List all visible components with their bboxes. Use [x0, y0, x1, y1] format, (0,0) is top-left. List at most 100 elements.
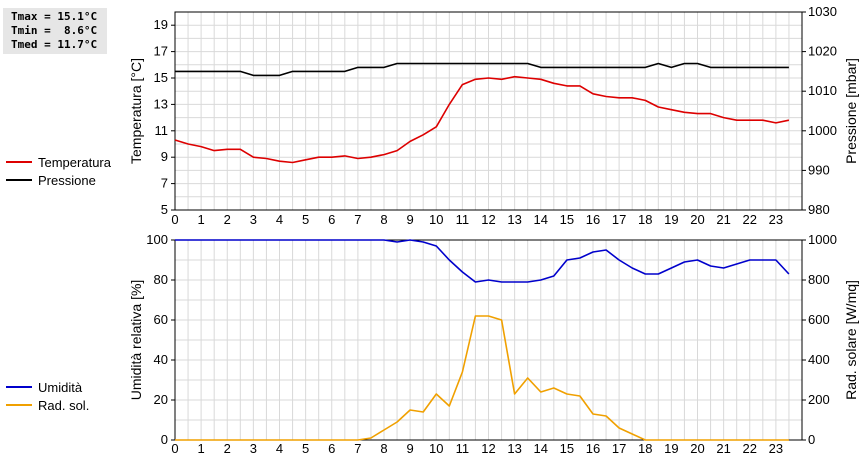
- y-left-tick-label: 60: [154, 312, 168, 327]
- x-tick-label: 16: [586, 441, 600, 456]
- y-right-tick-label: 0: [808, 432, 815, 447]
- y-left-tick-label: 7: [161, 176, 168, 191]
- y-left-tick-label: 0: [161, 432, 168, 447]
- y-left-tick-label: 100: [146, 232, 168, 247]
- x-tick-label: 22: [743, 441, 757, 456]
- y-right-tick-label: 600: [808, 312, 830, 327]
- x-tick-label: 23: [769, 441, 783, 456]
- y-right-tick-label: 980: [808, 202, 830, 217]
- y-right-tick-label: 1000: [808, 232, 837, 247]
- x-tick-label: 20: [690, 441, 704, 456]
- x-tick-label: 12: [481, 441, 495, 456]
- x-tick-label: 16: [586, 212, 600, 227]
- x-tick-label: 1: [198, 441, 205, 456]
- x-tick-label: 6: [328, 212, 335, 227]
- x-tick-label: 9: [407, 212, 414, 227]
- legend-item-pressione: Pressione: [6, 171, 111, 189]
- plot-frame: [174, 11, 803, 211]
- y-left-tick-label: 15: [154, 70, 168, 85]
- legend-bottom: Umidità Rad. sol.: [6, 378, 89, 414]
- legend-swatch-umidita: [6, 386, 32, 388]
- y-right-tick-label: 800: [808, 272, 830, 287]
- y-right-tick-label: 1030: [808, 4, 837, 19]
- y-left-tick-label: 11: [155, 123, 169, 138]
- x-tick-label: 10: [429, 212, 443, 227]
- legend-swatch-rad-sol: [6, 404, 32, 406]
- y-left-axis-label: Temperatura [°C]: [128, 58, 144, 164]
- series-line-pressione: [175, 62, 789, 77]
- stats-box: Tmax = 15.1°C Tmin = 8.6°C Tmed = 11.7°C: [3, 8, 107, 54]
- series-line-rad-sol: [175, 315, 789, 441]
- x-tick-label: 7: [354, 441, 361, 456]
- x-tick-label: 22: [743, 212, 757, 227]
- x-tick-label: 4: [276, 212, 283, 227]
- x-tick-label: 20: [690, 212, 704, 227]
- x-tick-label: 8: [380, 441, 387, 456]
- legend-swatch-pressione: [6, 179, 32, 181]
- y-right-tick-label: 1020: [808, 44, 837, 59]
- y-left-tick-label: 5: [161, 202, 168, 217]
- y-right-tick-label: 1010: [808, 83, 837, 98]
- y-right-axis-label: Rad. solare [W/mq]: [843, 280, 859, 400]
- x-tick-label: 2: [224, 212, 231, 227]
- x-tick-label: 23: [769, 212, 783, 227]
- x-tick-label: 17: [612, 212, 626, 227]
- x-tick-label: 18: [638, 441, 652, 456]
- y-right-tick-label: 1000: [808, 123, 837, 138]
- x-tick-label: 9: [407, 441, 414, 456]
- y-left-tick-label: 9: [161, 149, 168, 164]
- x-tick-label: 15: [560, 212, 574, 227]
- x-tick-label: 11: [456, 441, 470, 456]
- x-tick-label: 14: [534, 441, 548, 456]
- y-left-tick-label: 40: [154, 352, 168, 367]
- x-tick-label: 3: [250, 212, 257, 227]
- stat-tmed: Tmed = 11.7°C: [11, 38, 98, 51]
- y-left-tick-label: 80: [154, 272, 168, 287]
- y-right-tick-label: 200: [808, 392, 830, 407]
- x-tick-label: 10: [429, 441, 443, 456]
- x-tick-label: 7: [354, 212, 361, 227]
- stat-tmin: Tmin = 8.6°C: [11, 24, 98, 37]
- x-tick-label: 6: [328, 441, 335, 456]
- y-right-axis-label: Pressione [mbar]: [843, 58, 859, 164]
- x-tick-label: 18: [638, 212, 652, 227]
- legend-label-pressione: Pressione: [38, 172, 96, 188]
- y-left-axis-label: Umidità relativa [%]: [128, 280, 144, 401]
- y-left-tick-label: 20: [154, 392, 168, 407]
- x-tick-label: 11: [456, 212, 470, 227]
- plot-frame: [174, 239, 803, 441]
- legend-label-umidita: Umidità: [38, 379, 83, 395]
- x-tick-label: 1: [198, 212, 205, 227]
- x-tick-label: 13: [507, 441, 521, 456]
- legend-top: Temperatura Pressione: [6, 153, 111, 189]
- x-tick-label: 2: [224, 441, 231, 456]
- x-tick-label: 0: [171, 212, 178, 227]
- x-tick-label: 14: [534, 212, 548, 227]
- x-tick-label: 8: [380, 212, 387, 227]
- y-right-tick-label: 990: [808, 162, 830, 177]
- x-tick-label: 21: [716, 441, 730, 456]
- x-tick-label: 13: [507, 212, 521, 227]
- series-line-umidit: [175, 239, 790, 283]
- x-tick-label: 0: [171, 441, 178, 456]
- x-tick-label: 15: [560, 441, 574, 456]
- legend-swatch-temperatura: [6, 161, 32, 163]
- y-right-tick-label: 400: [808, 352, 830, 367]
- y-left-tick-label: 19: [154, 17, 168, 32]
- x-tick-label: 5: [302, 212, 309, 227]
- x-tick-label: 4: [276, 441, 283, 456]
- y-left-tick-label: 17: [154, 44, 168, 59]
- legend-item-rad-sol: Rad. sol.: [6, 396, 89, 414]
- series-line-temperatura: [174, 75, 790, 164]
- x-tick-label: 3: [250, 441, 257, 456]
- x-tick-label: 21: [716, 212, 730, 227]
- y-left-tick-label: 13: [154, 96, 168, 111]
- x-tick-label: 17: [612, 441, 626, 456]
- legend-item-umidita: Umidità: [6, 378, 89, 396]
- legend-label-rad-sol: Rad. sol.: [38, 397, 90, 413]
- x-tick-label: 12: [481, 212, 495, 227]
- legend-label-temperatura: Temperatura: [38, 154, 111, 170]
